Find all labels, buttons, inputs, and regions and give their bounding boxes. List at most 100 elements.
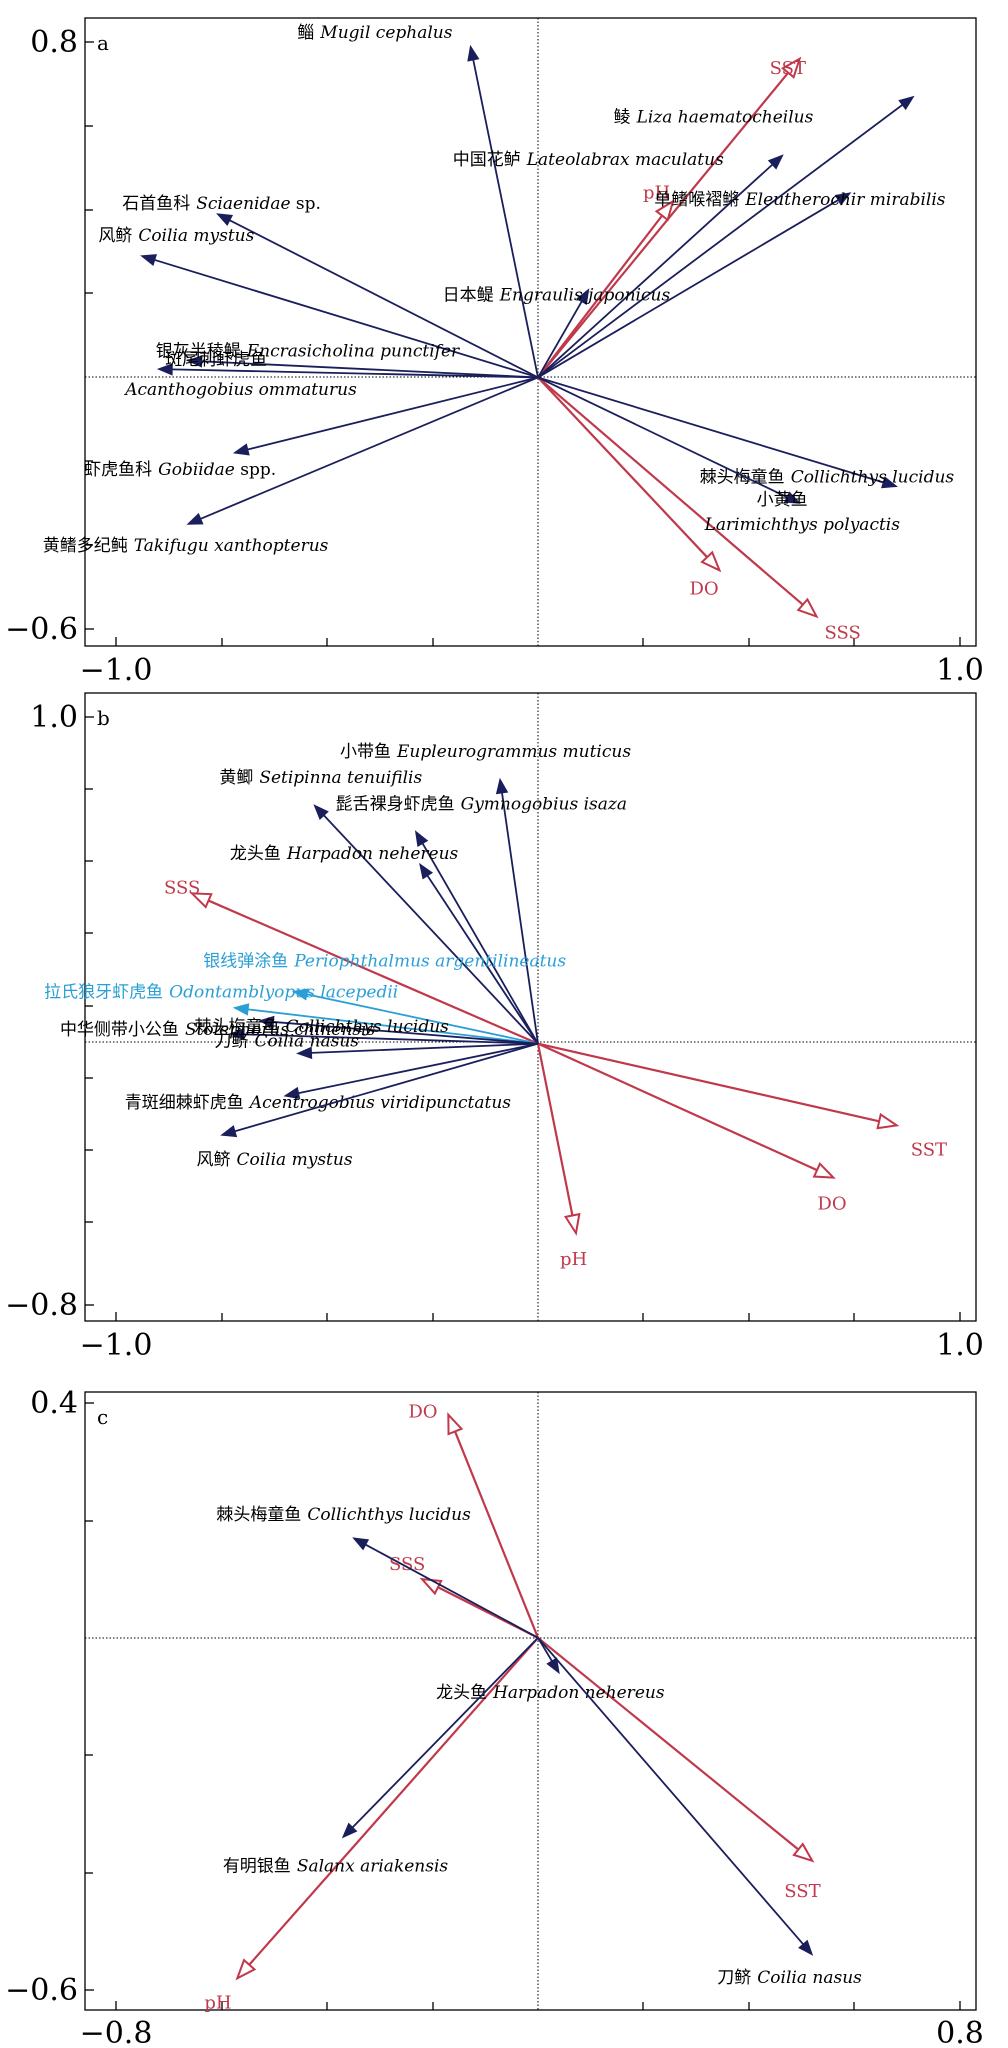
species-vector-eupleurogrammus-muticus-arrowhead <box>495 777 509 795</box>
species-common-name: 髭舌裸身虾虎鱼 <box>336 793 455 814</box>
species-vector-harpadon-nehereus-arrowhead <box>419 862 434 880</box>
species-vector-harpadon-nehereus-label: 龙头鱼 Harpadon nehereus <box>230 844 459 864</box>
species-vector-setipinna-tenuifilis <box>323 814 539 1045</box>
species-common-name: 龙头鱼 <box>230 844 281 864</box>
env-vector-sss-label: SSS <box>164 877 200 898</box>
species-vector-takifugu-xanthopterus-label: 黄鳍多纪鲀 Takifugu xanthopterus <box>43 536 329 556</box>
species-scientific-name: Periophthalmus argentilineatus <box>293 951 566 971</box>
y-tick-label-min: −0.6 <box>5 1973 78 2008</box>
panel-label: b <box>97 706 110 730</box>
species-vector-engraulis-japonicus <box>537 301 583 378</box>
species-vector-liza-haematocheilus-arrowhead <box>898 95 915 111</box>
species-vector-coilia-mystus-label: 风鲚 Coilia mystus <box>197 1150 353 1170</box>
env-vector-sst <box>537 1042 880 1123</box>
species-common-name: 棘头梅童鱼 <box>216 1505 301 1525</box>
env-vector-sss-arrowhead <box>189 892 213 909</box>
y-tick-label-min: −0.8 <box>5 1288 78 1323</box>
species-scientific-name: Odontamblyopus lacepedii <box>169 983 398 1003</box>
species-vector-odontamblyopus-lacepedii-arrowhead <box>232 1003 250 1016</box>
vector-layer: DO SSS SST pH 棘头梅童鱼 Collichthys lucidus 龙头鱼 Har… <box>204 1402 862 2014</box>
species-scientific-name: Collichthys lucidus <box>307 1505 471 1525</box>
species-common-name: 刀鲚 <box>717 1968 751 1988</box>
species-vector-gymnogobius-isaza <box>421 843 539 1045</box>
species-vector-coilia-nasus <box>311 1042 539 1054</box>
species-vector-coilia-mystus-arrowhead <box>140 254 158 267</box>
species-common-name: 银线弹涂鱼 <box>203 951 288 971</box>
species-vector-odontamblyopus-lacepedii-label: 拉氏狼牙虾虎鱼 Odontamblyopus lacepedii <box>44 983 398 1003</box>
species-vector-coilia-nasus-arrowhead <box>296 1046 313 1060</box>
species-scientific-name: Eleutherochir mirabilis <box>744 190 946 210</box>
env-vector-do-label: DO <box>817 1194 846 1215</box>
species-common-name: 龙头鱼 <box>436 1683 487 1703</box>
species-vector-gobiidae-label: 虾虎鱼科 Gobiidae spp. <box>84 460 276 480</box>
species-vector-periophthalmus-argentilineatus-arrowhead <box>291 988 309 1001</box>
species-vector-coilia-nasus-arrowhead <box>798 1939 814 1956</box>
species-vector-eupleurogrammus-muticus <box>501 792 539 1044</box>
species-scientific-name: Liza haematocheilus <box>636 108 814 128</box>
species-vector-sciaenidae-label: 石首鱼科 Sciaenidae sp. <box>122 194 321 214</box>
species-vector-acentrogobius-viridipunctatus-arrowhead <box>283 1086 301 1100</box>
species-common-name: 小带鱼 <box>340 742 391 762</box>
species-vector-acanthogobius-ommaturus <box>172 368 539 379</box>
species-scientific-name: Encrasicholina punctifer <box>246 342 460 362</box>
species-vector-acanthogobius-ommaturus-arrowhead <box>156 363 173 376</box>
species-vector-collichthys-lucidus-arrowhead <box>258 1015 275 1029</box>
env-vector-do <box>537 376 708 558</box>
species-common-name: 有明银鱼 <box>223 1856 291 1876</box>
species-vector-acentrogobius-viridipunctatus-label: 青斑细棘虾虎鱼 Acentrogobius viridipunctatus <box>125 1093 511 1113</box>
plot-frame <box>84 1391 977 2011</box>
species-scientific-name: Setipinna tenuifilis <box>259 768 422 788</box>
species-scientific-name: Takifugu xanthopterus <box>134 536 329 556</box>
species-vector-harpadon-nehereus-label: 龙头鱼 Harpadon nehereus <box>436 1683 665 1703</box>
species-vector-collichthys-lucidus <box>537 376 884 484</box>
species-vector-encrasicholina-punctifer-label: 银灰半稜鳀 Encrasicholina punctifer <box>156 342 460 362</box>
species-vector-gymnogobius-isaza-label: 髭舌裸身虾虎鱼 Gymnogobius isaza <box>336 793 627 814</box>
species-vector-larimichthys-polyactis-arrowhead <box>783 491 801 504</box>
species-vector-gobiidae-arrowhead <box>232 443 250 456</box>
species-vector-setipinna-tenuifilis-arrowhead <box>313 804 329 821</box>
species-vector-liza-haematocheilus <box>537 104 903 379</box>
env-vector-sss <box>537 376 804 606</box>
species-vector-harpadon-nehereus-arrowhead <box>546 1657 560 1675</box>
species-common-name: 小黄鱼 <box>757 490 808 510</box>
species-vector-coilia-nasus-label: 刀鲚 Coilia nasus <box>717 1968 862 1988</box>
env-vector-sst-arrowhead <box>781 56 802 79</box>
species-scientific-name: Lateolabrax maculatus <box>526 150 724 170</box>
species-vector-stolephorus-chinensis <box>243 1033 539 1045</box>
species-vector-eleutherochir-mirabilis <box>537 199 839 379</box>
panel-a: −1.0 1.0 0.8 −0.6 a SST pH DO SSS 鲻 Mugil cep… <box>5 17 984 688</box>
y-tick-label-max: 0.8 <box>30 25 78 60</box>
env-vector-do-arrowhead <box>700 550 722 573</box>
species-vector-collichthys-lucidus-arrowhead <box>881 476 899 489</box>
species-vector-engraulis-japonicus-arrowhead <box>576 288 590 306</box>
species-scientific-name: Harpadon nehereus <box>492 1683 665 1703</box>
species-suffix: sp. <box>291 194 321 214</box>
species-vector-sciaenidae-arrowhead <box>216 213 234 227</box>
x-tick-label-max: 0.8 <box>936 2016 984 2048</box>
env-vector-do <box>537 1042 818 1172</box>
env-vector-sst-arrowhead <box>876 1112 900 1130</box>
env-vector-do-arrowhead <box>812 1162 836 1179</box>
species-common-name: 青斑细棘虾虎鱼 <box>125 1093 244 1113</box>
species-scientific-name: Collichthys lucidus <box>285 1017 449 1037</box>
env-vector-sss-arrowhead <box>796 597 819 619</box>
env-vector-sss-label: SSS <box>825 622 861 643</box>
species-common-name: 单鳍喉褶鳉 <box>654 190 739 210</box>
panel-b: −1.0 1.0 1.0 −0.8 b SSS SST DO pH 小带鱼 Eupleur… <box>5 692 984 1363</box>
species-vector-collichthys-lucidus-label: 棘头梅童鱼 Collichthys lucidus <box>194 1017 449 1037</box>
species-vector-takifugu-xanthopterus-arrowhead <box>186 512 204 525</box>
env-vector-do-label: DO <box>408 1402 437 1423</box>
species-vector-mugil-cephalus-arrowhead <box>467 44 480 62</box>
species-vector-engraulis-japonicus-label: 日本鳀 Engraulis japonicus <box>443 285 671 305</box>
species-vector-salanx-ariakensis-label: 有明银鱼 Salanx ariakensis <box>223 1856 449 1876</box>
species-common-name: 中华侧带小公鱼 <box>60 1020 179 1040</box>
env-vector-do-arrowhead <box>447 1412 464 1436</box>
species-vector-acanthogobius-ommaturus-label: 斑尾刺虾虎鱼 Acanthogobius ommaturus <box>123 350 357 400</box>
species-vector-salanx-ariakensis-arrowhead <box>341 1822 358 1839</box>
species-vector-odontamblyopus-lacepedii <box>247 1008 539 1045</box>
species-scientific-name: Gymnogobius isaza <box>461 794 627 814</box>
x-tick-label-max: 1.0 <box>936 1328 984 1363</box>
env-vector-ph-arrowhead <box>563 1212 581 1236</box>
env-vector-sst-arrowhead <box>792 1842 815 1863</box>
